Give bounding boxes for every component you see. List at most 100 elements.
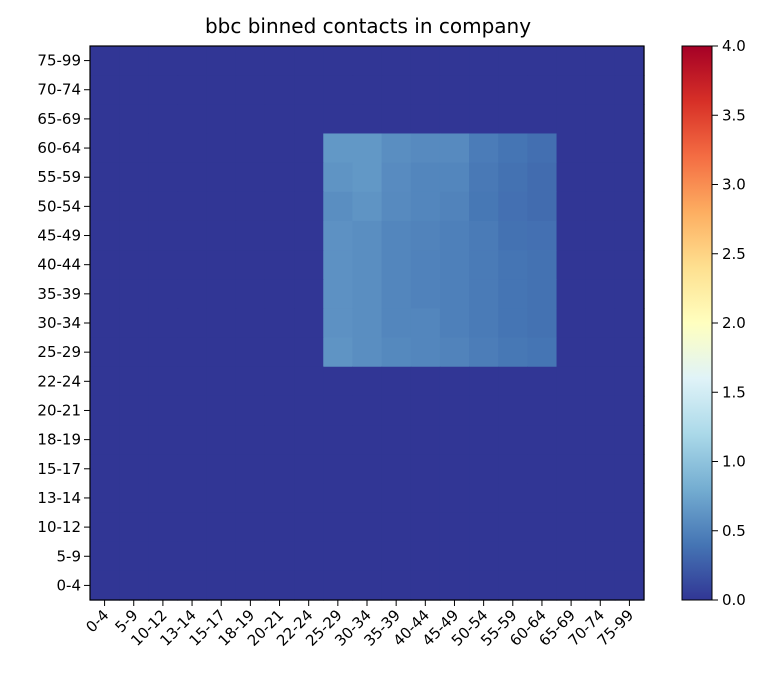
heatmap-cell: [90, 512, 120, 543]
heatmap-cell: [148, 512, 179, 543]
heatmap-cell: [294, 483, 324, 514]
heatmap-cell: [439, 308, 470, 339]
heatmap-cell: [177, 512, 208, 543]
heatmap-cell: [177, 250, 208, 280]
heatmap-cell: [90, 425, 120, 455]
heatmap-cell: [498, 250, 528, 280]
heatmap-cell: [90, 220, 120, 251]
heatmap-cell: [614, 541, 645, 572]
heatmap-cell: [264, 220, 295, 251]
heatmap-cell: [469, 425, 499, 455]
heatmap-cell: [264, 162, 295, 193]
heatmap-cell: [410, 46, 441, 76]
heatmap-cells: [90, 46, 645, 601]
heatmap-cell: [148, 162, 179, 193]
heatmap-cell: [148, 483, 179, 514]
heatmap-cell: [119, 483, 149, 514]
heatmap-cell: [469, 454, 499, 484]
heatmap-cell: [264, 191, 295, 222]
heatmap-cell: [556, 366, 587, 397]
colorbar-tick-label: 3.0: [722, 176, 746, 194]
heatmap-cell: [119, 454, 149, 484]
heatmap-cell: [614, 483, 645, 514]
heatmap-cell: [498, 191, 528, 222]
heatmap-cell: [177, 483, 208, 514]
heatmap-cell: [556, 162, 587, 193]
heatmap-cell: [206, 250, 237, 280]
heatmap-cell: [323, 483, 354, 514]
heatmap-cell: [381, 366, 412, 397]
heatmap-cell: [527, 483, 558, 514]
heatmap-cell: [323, 279, 354, 310]
heatmap-cell: [206, 395, 237, 426]
heatmap-cell: [469, 133, 499, 164]
heatmap-cell: [556, 483, 587, 514]
heatmap-cell: [206, 75, 237, 105]
colorbar: [681, 45, 713, 601]
heatmap-cell: [352, 425, 383, 455]
heatmap-cell: [614, 366, 645, 397]
heatmap-cell: [148, 220, 179, 251]
heatmap-cell: [556, 75, 587, 105]
heatmap-cell: [264, 46, 295, 76]
heatmap-cell: [352, 570, 383, 601]
heatmap-cell: [469, 191, 499, 222]
heatmap-cell: [119, 570, 149, 601]
heatmap-cell: [323, 162, 354, 193]
heatmap-cell: [469, 162, 499, 193]
heatmap-cell: [585, 220, 616, 251]
heatmap-cell: [527, 46, 558, 76]
heatmap-cell: [469, 395, 499, 426]
heatmap-cell: [352, 337, 383, 368]
heatmap-cell: [206, 279, 237, 310]
heatmap-cell: [498, 133, 528, 164]
heatmap-cell: [439, 395, 470, 426]
heatmap-cell: [177, 366, 208, 397]
heatmap-cell: [148, 308, 179, 339]
heatmap-cell: [235, 75, 266, 105]
heatmap-cell: [381, 46, 412, 76]
heatmap-cell: [381, 483, 412, 514]
heatmap-cell: [119, 366, 149, 397]
heatmap-cell: [469, 250, 499, 280]
heatmap-cell: [585, 191, 616, 222]
heatmap-cell: [148, 570, 179, 601]
heatmap-cell: [90, 75, 120, 105]
colorbar-tick-label: 2.0: [722, 314, 746, 332]
heatmap-cell: [469, 483, 499, 514]
heatmap-cell: [264, 308, 295, 339]
heatmap-cell: [585, 75, 616, 105]
heatmap-cell: [264, 395, 295, 426]
heatmap-cell: [498, 512, 528, 543]
heatmap-cell: [439, 366, 470, 397]
heatmap-cell: [177, 337, 208, 368]
heatmap-cell: [352, 75, 383, 105]
heatmap-cell: [294, 308, 324, 339]
heatmap-cell: [498, 454, 528, 484]
heatmap-cell: [90, 46, 120, 76]
heatmap-cell: [294, 279, 324, 310]
heatmap-cell: [410, 191, 441, 222]
heatmap-cell: [469, 366, 499, 397]
heatmap-cell: [177, 541, 208, 572]
heatmap-cell: [498, 75, 528, 105]
heatmap-cell: [410, 512, 441, 543]
heatmap-cell: [264, 483, 295, 514]
heatmap-cell: [585, 512, 616, 543]
heatmap-cell: [498, 395, 528, 426]
heatmap-cell: [119, 279, 149, 310]
heatmap-cell: [556, 191, 587, 222]
heatmap-cell: [294, 512, 324, 543]
heatmap-cell: [381, 454, 412, 484]
heatmap-cell: [614, 425, 645, 455]
heatmap-cell: [323, 250, 354, 280]
heatmap-cell: [148, 46, 179, 76]
heatmap-cell: [439, 220, 470, 251]
heatmap-cell: [469, 541, 499, 572]
heatmap-cell: [206, 46, 237, 76]
heatmap-cell: [90, 570, 120, 601]
heatmap-cell: [206, 104, 237, 135]
heatmap-cell: [381, 512, 412, 543]
heatmap-cell: [264, 570, 295, 601]
heatmap-cell: [381, 250, 412, 280]
